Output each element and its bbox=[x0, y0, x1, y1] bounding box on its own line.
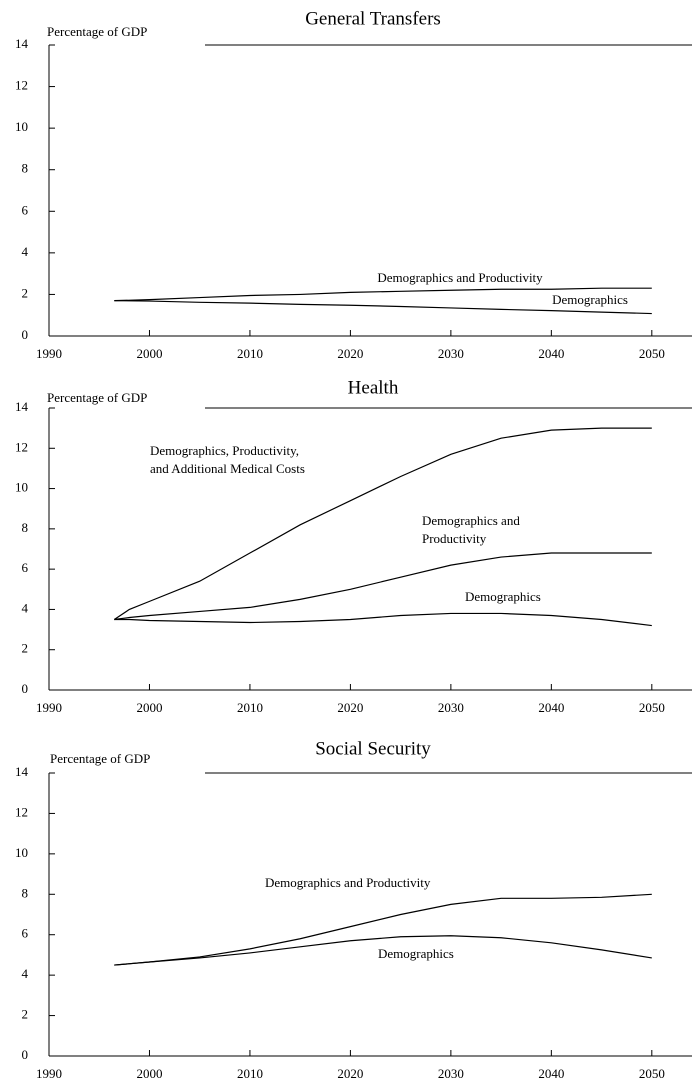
y-tick-label: 14 bbox=[15, 36, 29, 51]
series-label: and Additional Medical Costs bbox=[150, 461, 305, 476]
y-tick-label: 2 bbox=[22, 285, 29, 300]
series-line bbox=[114, 300, 652, 315]
chart-title: Social Security bbox=[315, 738, 431, 759]
y-tick-label: 4 bbox=[22, 244, 29, 259]
y-tick-label: 14 bbox=[15, 764, 29, 779]
series-line bbox=[114, 552, 652, 621]
series-line bbox=[114, 893, 652, 966]
series-line bbox=[114, 612, 652, 627]
x-tick-label: 2010 bbox=[237, 1066, 263, 1081]
y-tick-label: 0 bbox=[22, 327, 29, 342]
y-tick-label: 0 bbox=[22, 681, 29, 696]
series-label: Demographics and Productivity bbox=[377, 270, 543, 285]
x-tick-label: 2020 bbox=[337, 346, 363, 361]
y-tick-label: 8 bbox=[22, 885, 29, 900]
x-tick-label: 1990 bbox=[36, 700, 62, 715]
x-tick-label: 2050 bbox=[639, 1066, 665, 1081]
series-label: Demographics and bbox=[422, 513, 520, 528]
x-tick-label: 2050 bbox=[639, 346, 665, 361]
x-tick-label: 2020 bbox=[337, 1066, 363, 1081]
x-tick-label: 2030 bbox=[438, 346, 464, 361]
series-label: Productivity bbox=[422, 531, 487, 546]
x-tick-label: 2040 bbox=[538, 700, 564, 715]
x-tick-label: 2040 bbox=[538, 346, 564, 361]
x-tick-label: 2050 bbox=[639, 700, 665, 715]
x-tick-label: 2010 bbox=[237, 700, 263, 715]
y-tick-label: 2 bbox=[22, 1007, 29, 1022]
y-axis-label: Percentage of GDP bbox=[47, 390, 147, 405]
y-tick-label: 8 bbox=[22, 161, 29, 176]
x-tick-label: 2000 bbox=[136, 346, 162, 361]
x-tick-label: 2030 bbox=[438, 1066, 464, 1081]
y-axis-label: Percentage of GDP bbox=[50, 751, 150, 766]
x-tick-label: 1990 bbox=[36, 346, 62, 361]
y-tick-label: 12 bbox=[15, 439, 28, 454]
series-label: Demographics bbox=[552, 292, 628, 307]
x-tick-label: 1990 bbox=[36, 1066, 62, 1081]
series-line bbox=[113, 427, 652, 620]
y-tick-label: 0 bbox=[22, 1047, 29, 1062]
series-label: Demographics bbox=[465, 589, 541, 604]
y-tick-label: 10 bbox=[15, 480, 28, 495]
y-tick-label: 6 bbox=[22, 560, 29, 575]
x-tick-label: 2010 bbox=[237, 346, 263, 361]
y-tick-label: 6 bbox=[22, 926, 29, 941]
series-label: Demographics bbox=[378, 946, 454, 961]
y-tick-label: 10 bbox=[15, 119, 28, 134]
y-tick-label: 10 bbox=[15, 845, 28, 860]
y-tick-label: 2 bbox=[22, 641, 29, 656]
x-tick-label: 2000 bbox=[136, 1066, 162, 1081]
x-tick-label: 2030 bbox=[438, 700, 464, 715]
chart-title: General Transfers bbox=[305, 8, 441, 29]
y-tick-label: 14 bbox=[15, 399, 29, 414]
series-label: Demographics and Productivity bbox=[265, 875, 431, 890]
y-tick-label: 4 bbox=[22, 966, 29, 981]
x-tick-label: 2040 bbox=[538, 1066, 564, 1081]
x-tick-label: 2020 bbox=[337, 700, 363, 715]
y-tick-label: 12 bbox=[15, 804, 28, 819]
chart-title: Health bbox=[348, 377, 399, 398]
series-line bbox=[114, 287, 652, 302]
y-axis-label: Percentage of GDP bbox=[47, 24, 147, 39]
y-tick-label: 12 bbox=[15, 78, 28, 93]
series-label: Demographics, Productivity, bbox=[150, 443, 299, 458]
y-tick-label: 6 bbox=[22, 202, 29, 217]
y-tick-label: 8 bbox=[22, 520, 29, 535]
series-line bbox=[114, 935, 652, 966]
y-tick-label: 4 bbox=[22, 600, 29, 615]
x-tick-label: 2000 bbox=[136, 700, 162, 715]
